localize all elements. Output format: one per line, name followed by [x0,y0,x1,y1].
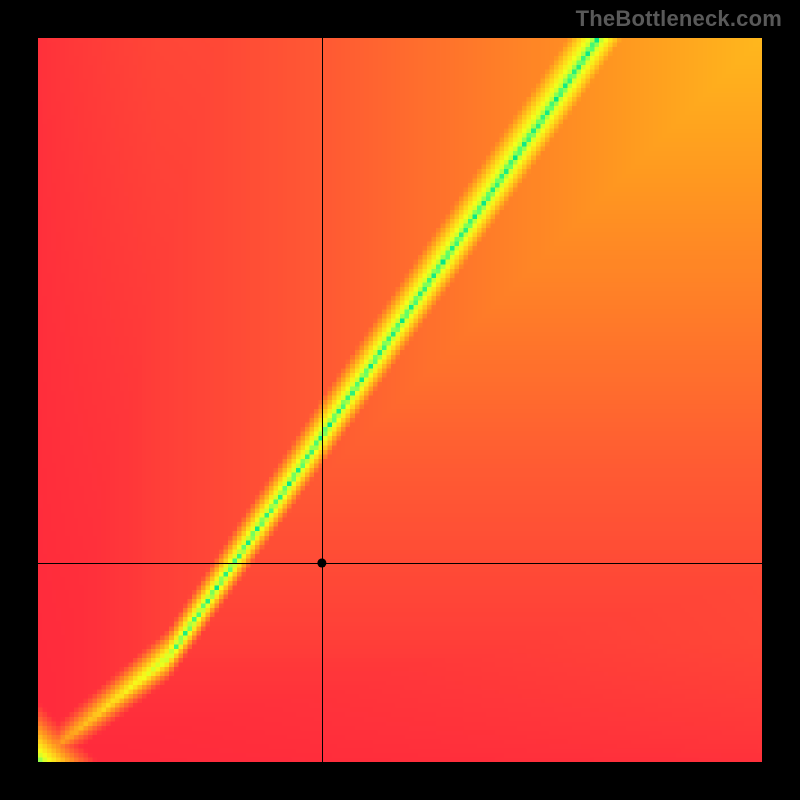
chart-container: TheBottleneck.com [0,0,800,800]
plot-area [38,38,762,762]
watermark-text: TheBottleneck.com [576,6,782,32]
heatmap-canvas [38,38,762,762]
